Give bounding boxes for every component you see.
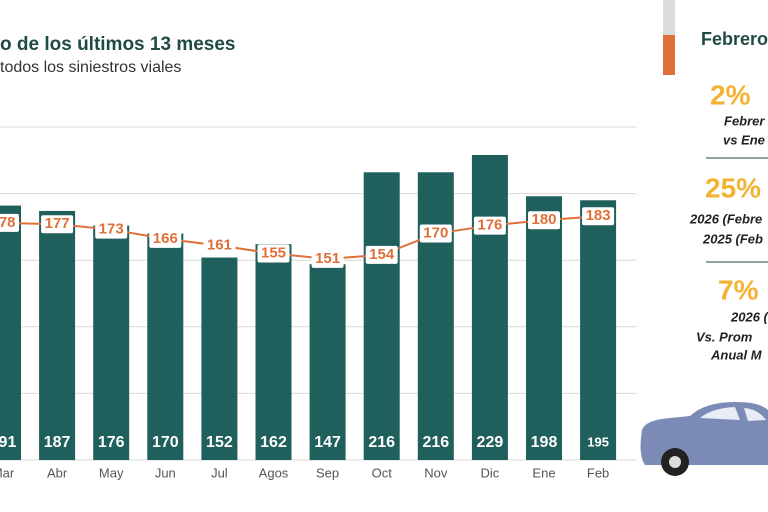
bar-value-label: 147	[314, 434, 341, 451]
bar-value-label: 195	[587, 434, 609, 449]
line-label-bg	[311, 249, 344, 268]
bar	[309, 264, 346, 460]
x-tick-label: Sep	[316, 465, 339, 480]
line-value-label: 155	[261, 245, 286, 262]
line-value-label: 170	[423, 225, 448, 242]
line-label-bg	[203, 236, 236, 255]
bar	[417, 172, 454, 460]
card-text: vs Ene	[723, 132, 765, 147]
bar-value-label: 176	[98, 434, 125, 451]
x-tick-label: Nov	[424, 465, 448, 480]
card-value: 2%	[710, 79, 751, 110]
panel-accent	[663, 35, 675, 75]
x-tick-label: Abr	[47, 465, 68, 480]
line-label-bg	[528, 211, 560, 230]
bar-value-label: 187	[44, 434, 71, 451]
x-tick-label: May	[99, 465, 124, 480]
card-text: Anual M	[710, 347, 763, 362]
bar	[255, 244, 292, 460]
bar-value-label: 229	[477, 434, 504, 451]
card-text: Vs. Prom	[696, 329, 753, 344]
bar	[580, 200, 617, 460]
x-tick-label: Agos	[259, 465, 289, 480]
line-label-bg	[41, 215, 74, 234]
line-value-label: 183	[586, 207, 611, 224]
line-value-label: 180	[531, 211, 556, 228]
line-label-bg	[149, 229, 182, 248]
chart-subtitle: todos los siniestros viales	[0, 59, 181, 76]
card-value: 7%	[718, 274, 759, 305]
x-tick-label: Jul	[211, 465, 228, 480]
line-value-label: 166	[153, 230, 178, 247]
line-label-bg	[365, 245, 398, 264]
card-value: 25%	[705, 172, 761, 203]
line-label-bg	[473, 216, 506, 235]
car-icon	[640, 402, 768, 476]
bar-value-label: 162	[260, 434, 287, 451]
line-value-label: 173	[99, 221, 124, 238]
x-tick-label: Jun	[155, 465, 176, 480]
line-value-label: 154	[369, 246, 395, 263]
bar	[363, 172, 400, 460]
x-tick-label: Mar	[0, 465, 15, 480]
bar	[93, 225, 130, 460]
card-text: 2026 (Febre	[689, 211, 762, 226]
chart-title: o de los últimos 13 meses	[0, 34, 235, 55]
bar	[471, 154, 508, 461]
card-text: Febrer	[724, 113, 765, 128]
x-tick-label: Oct	[372, 465, 393, 480]
bar	[0, 205, 21, 460]
line-label-bg	[95, 220, 128, 239]
bar-value-label: 152	[206, 434, 233, 451]
panel-accent	[663, 0, 675, 35]
panel-heading: Febrero	[701, 29, 768, 49]
bar-value-label: 191	[0, 434, 16, 451]
bar	[526, 196, 562, 460]
x-tick-label: Ene	[532, 465, 555, 480]
line-value-label: 161	[207, 237, 232, 254]
line-label-bg	[0, 213, 19, 232]
bar	[201, 257, 238, 460]
bar-value-label: 198	[531, 434, 558, 451]
bar-value-label: 216	[422, 434, 449, 451]
line-value-label: 176	[477, 217, 502, 234]
line	[2, 215, 599, 260]
card-text: 2026 (F	[730, 309, 768, 324]
line-label-bg	[582, 207, 615, 226]
x-tick-label: Dic	[481, 465, 500, 480]
line-value-label: 151	[315, 250, 340, 267]
bar-value-label: 170	[152, 434, 179, 451]
line-label-bg	[419, 224, 452, 243]
line-label-bg	[257, 244, 290, 263]
bar-value-label: 216	[368, 434, 395, 451]
card-text: 2025 (Feb	[702, 231, 763, 246]
bar	[147, 233, 184, 460]
bar	[39, 210, 76, 460]
x-tick-label: Feb	[587, 465, 609, 480]
line-value-label: 178	[0, 214, 16, 231]
line-value-label: 177	[45, 215, 70, 232]
